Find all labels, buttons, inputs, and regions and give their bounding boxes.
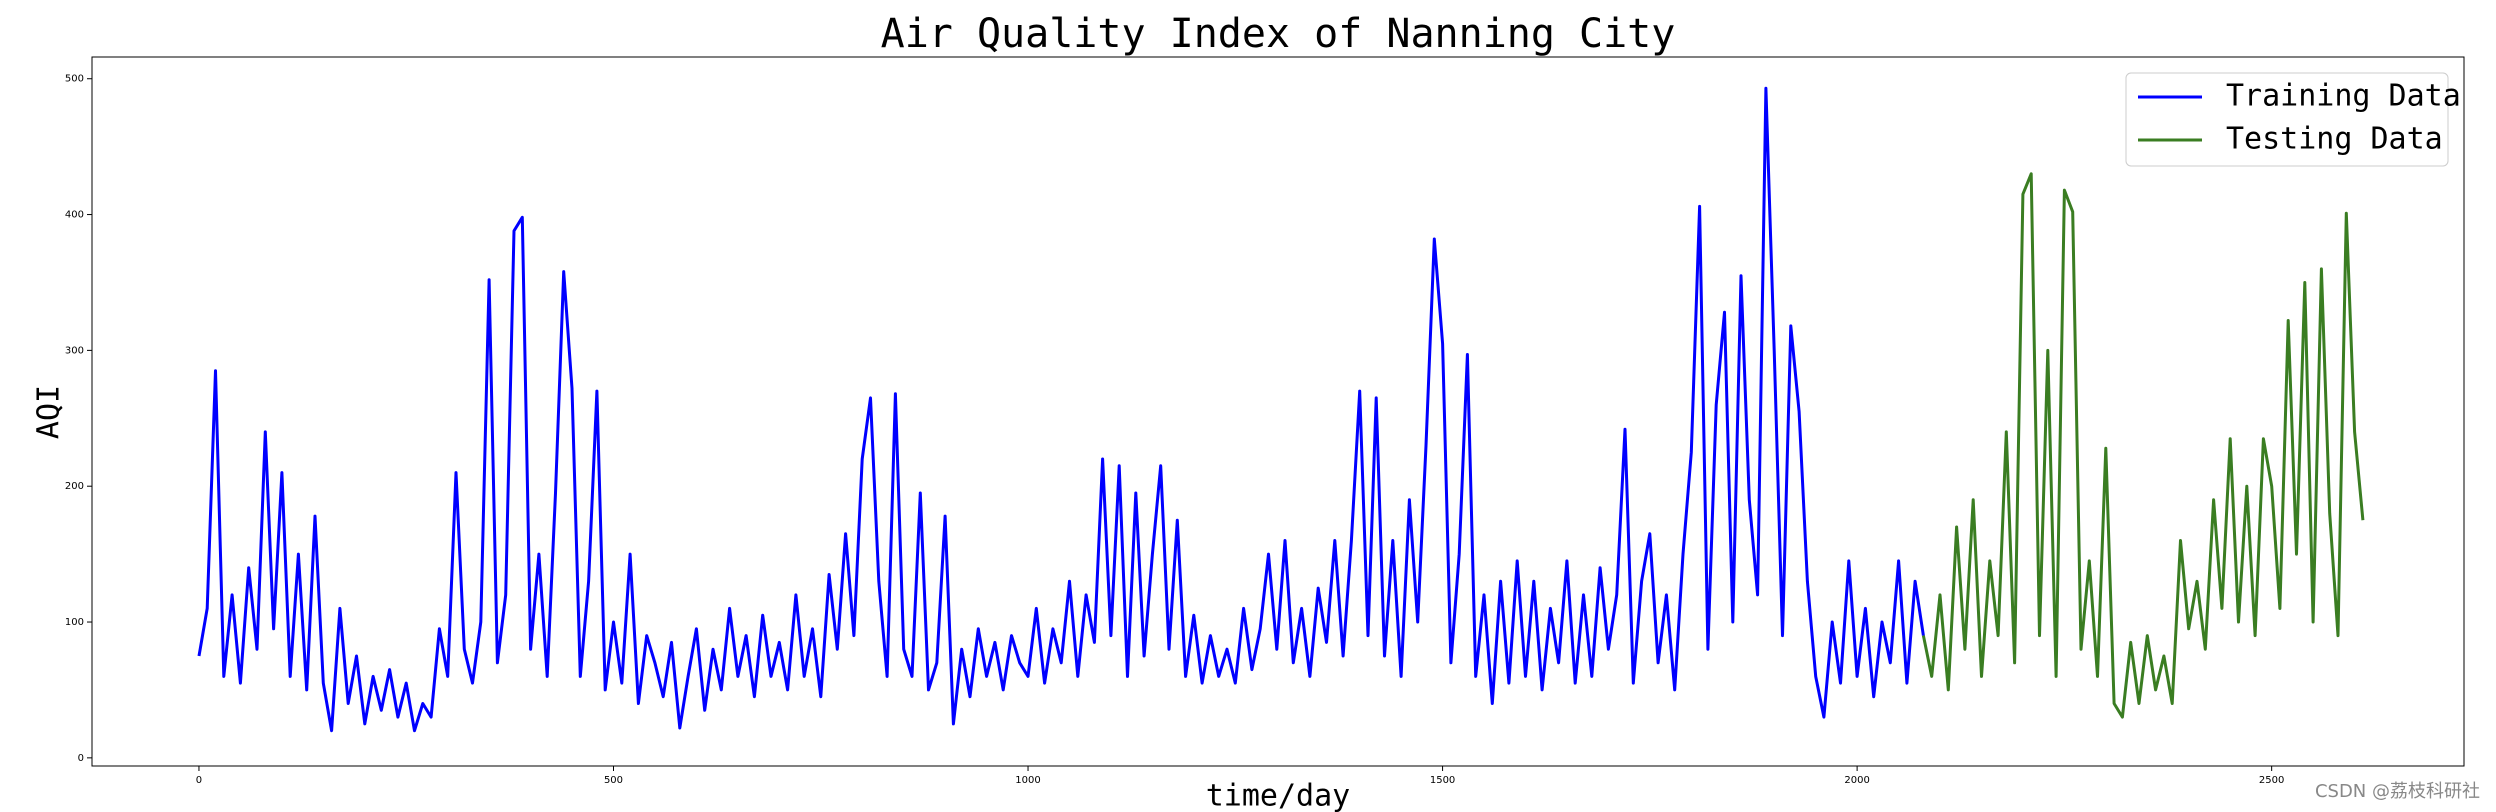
y-tick-label: 200 (65, 481, 84, 492)
x-tick-label: 2500 (2259, 775, 2284, 786)
x-tick-label: 1500 (1430, 775, 1455, 786)
y-axis-label: AQI (32, 385, 67, 439)
x-tick-label: 500 (604, 775, 623, 786)
legend-label: Training Data (2226, 79, 2461, 114)
x-tick-label: 1000 (1015, 775, 1040, 786)
x-tick-label: 0 (196, 775, 202, 786)
y-tick-label: 400 (65, 210, 84, 221)
y-tick-label: 500 (65, 74, 84, 85)
y-tick-label: 300 (65, 345, 84, 356)
y-tick-label: 100 (65, 617, 84, 628)
plot-frame (91, 56, 2465, 767)
x-axis-label: time/day (1206, 779, 1351, 812)
y-tick-label: 0 (78, 753, 84, 764)
chart-title: Air Quality Index of Nanning City (881, 11, 1676, 57)
legend-label: Testing Data (2226, 122, 2443, 157)
data-line (1921, 172, 2365, 719)
legend-box (2125, 72, 2449, 167)
legend: Training Data Testing Data (2125, 72, 2461, 167)
data-line (197, 86, 1925, 733)
x-tick-label: 2000 (1844, 775, 1869, 786)
watermark: CSDN @荔枝科研社 (2315, 781, 2480, 802)
